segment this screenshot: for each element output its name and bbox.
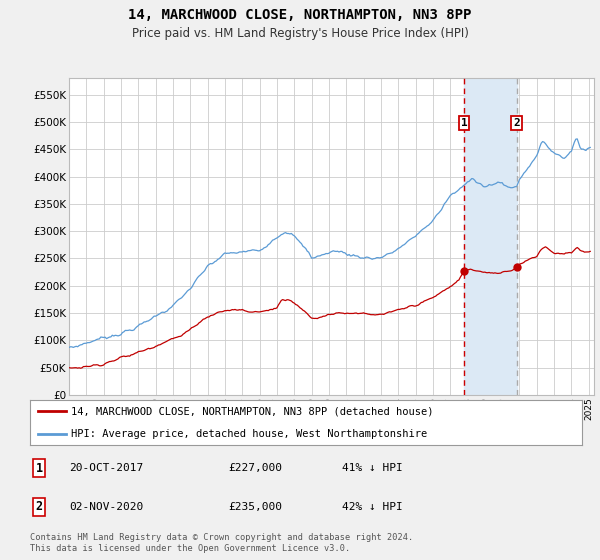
- Text: Price paid vs. HM Land Registry's House Price Index (HPI): Price paid vs. HM Land Registry's House …: [131, 27, 469, 40]
- Text: 1: 1: [461, 118, 467, 128]
- Text: Contains HM Land Registry data © Crown copyright and database right 2024.
This d: Contains HM Land Registry data © Crown c…: [30, 533, 413, 553]
- Text: HPI: Average price, detached house, West Northamptonshire: HPI: Average price, detached house, West…: [71, 429, 428, 439]
- Text: 2: 2: [35, 500, 43, 514]
- Text: 41% ↓ HPI: 41% ↓ HPI: [342, 463, 403, 473]
- Text: £235,000: £235,000: [228, 502, 282, 512]
- Text: 42% ↓ HPI: 42% ↓ HPI: [342, 502, 403, 512]
- Text: 2: 2: [514, 118, 520, 128]
- Text: 14, MARCHWOOD CLOSE, NORTHAMPTON, NN3 8PP (detached house): 14, MARCHWOOD CLOSE, NORTHAMPTON, NN3 8P…: [71, 406, 434, 416]
- Bar: [464, 78, 517, 395]
- Text: £227,000: £227,000: [228, 463, 282, 473]
- Text: 02-NOV-2020: 02-NOV-2020: [69, 502, 143, 512]
- Text: 14, MARCHWOOD CLOSE, NORTHAMPTON, NN3 8PP: 14, MARCHWOOD CLOSE, NORTHAMPTON, NN3 8P…: [128, 8, 472, 22]
- Text: 1: 1: [35, 461, 43, 475]
- Text: 20-OCT-2017: 20-OCT-2017: [69, 463, 143, 473]
